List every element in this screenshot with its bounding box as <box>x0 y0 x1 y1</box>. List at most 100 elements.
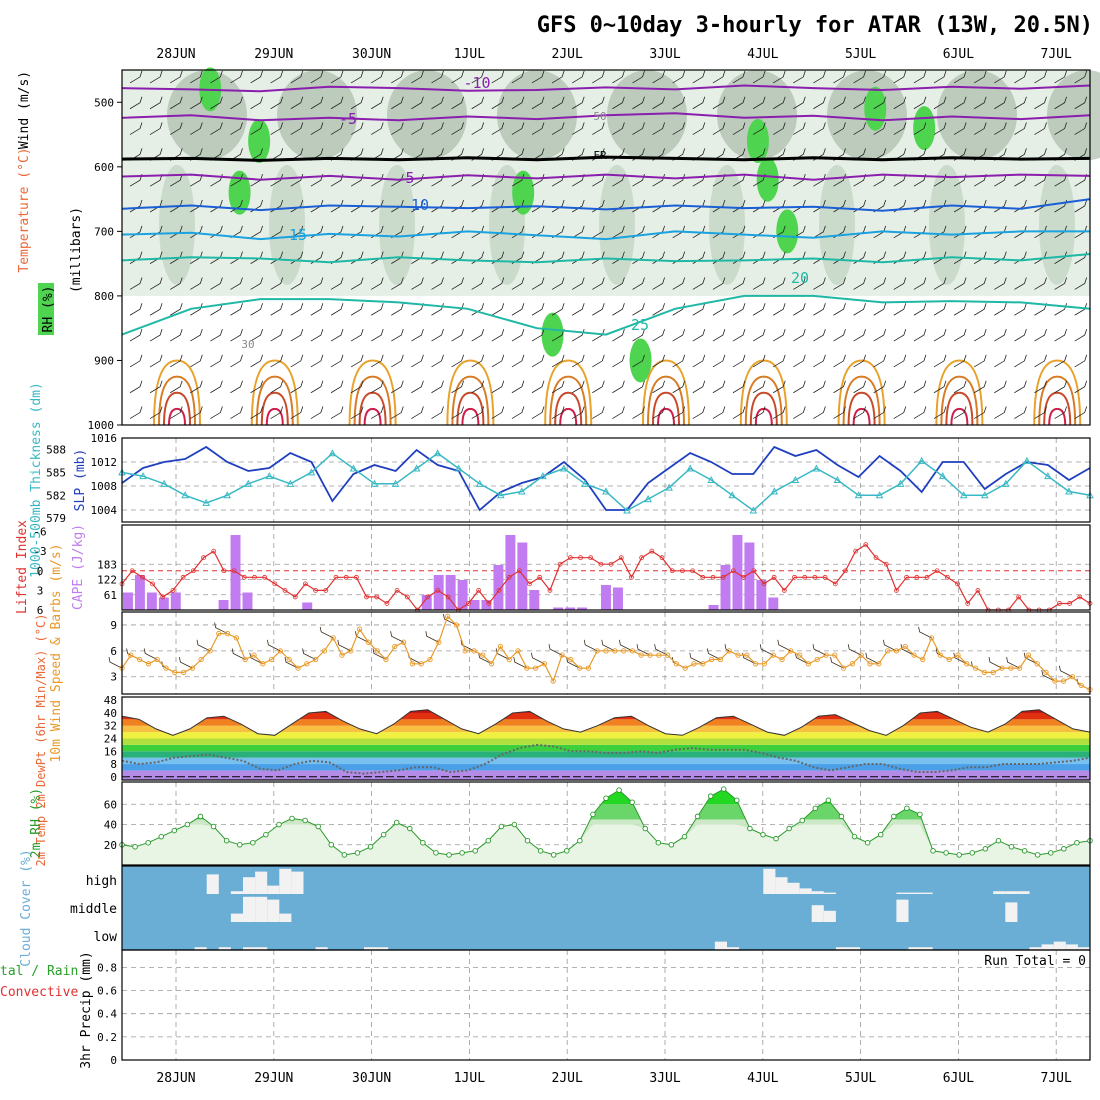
rh-high-blob <box>228 170 251 215</box>
wind-speed-point <box>691 661 697 667</box>
li-point <box>557 561 563 567</box>
cape-bar <box>577 607 588 610</box>
wind-barb <box>913 328 927 342</box>
rh-point <box>956 852 962 858</box>
li-point <box>955 581 960 587</box>
wind-barb <box>672 328 686 342</box>
wind-speed-point <box>550 678 556 684</box>
thickness-point <box>770 487 779 495</box>
thickness-point <box>917 456 926 464</box>
wind-barb <box>551 303 565 316</box>
thickness-point <box>475 479 484 487</box>
rh-point <box>1048 850 1054 856</box>
wind-barb <box>149 96 163 110</box>
li-point <box>364 594 369 600</box>
wind-barb <box>290 328 304 342</box>
cloud-bar-middle <box>230 913 243 922</box>
rh-point <box>616 787 622 793</box>
cape-bar <box>708 605 719 610</box>
wind-barb <box>913 122 927 135</box>
wind-barb <box>833 96 846 110</box>
rh-point <box>904 805 910 812</box>
wind-barb <box>511 303 525 316</box>
wind-barb <box>612 354 625 368</box>
temperature-lobe <box>842 375 881 426</box>
wind-speed-point <box>356 626 363 632</box>
wind-barb <box>302 648 316 660</box>
wind-barb <box>592 225 605 239</box>
date-label-bottom: 29JUN <box>254 1071 293 1086</box>
li-tick-label: 0 <box>37 565 44 578</box>
wind-speed-point <box>928 635 935 641</box>
wind-barb <box>391 96 404 110</box>
contour-label: 20 <box>791 269 809 287</box>
thickness-point <box>160 479 168 487</box>
li-point <box>516 568 522 574</box>
wind-speed-point <box>717 656 724 663</box>
wind-barb <box>250 354 263 368</box>
wind-barb <box>129 380 143 394</box>
cape-bar <box>565 607 576 610</box>
wind-barb <box>865 652 879 665</box>
wind-speed-point <box>295 665 301 671</box>
wind-barb <box>290 70 304 84</box>
y-axis-label-rh2m: 2m RH (%) <box>29 788 44 858</box>
wind-barb <box>973 354 987 368</box>
wind-speed-point <box>180 669 187 676</box>
wind-barb <box>1014 406 1027 419</box>
wind-barb <box>1034 406 1047 419</box>
wind-barb <box>451 354 464 368</box>
wind-barb <box>270 277 284 290</box>
rh-tick-label: 60 <box>104 798 117 811</box>
wind-barb <box>813 96 826 110</box>
y-axis-label-wind10m: 10m Wind Speed & Barbs (m/s) <box>49 543 64 762</box>
rh-point <box>236 842 243 848</box>
slp-tick-label: 1008 <box>91 480 118 493</box>
wind-barb <box>752 199 766 213</box>
wind-barb <box>772 251 786 264</box>
cape-bar <box>170 592 181 610</box>
wind-barb <box>284 657 299 669</box>
wind-barb <box>772 380 786 394</box>
wind-barb <box>129 122 143 135</box>
temperature-lobe <box>847 391 876 426</box>
rh-high-blob <box>248 119 271 163</box>
wind-speed-point <box>884 648 891 654</box>
wind-barb <box>873 380 887 394</box>
wind-barb <box>973 380 987 394</box>
wind-barb <box>230 380 243 394</box>
wind-speed-point <box>1025 652 1032 658</box>
li-point <box>180 574 186 580</box>
wind-barb <box>431 406 444 419</box>
wind-speed-point <box>1060 678 1067 684</box>
li-point <box>262 574 268 580</box>
wind-barb <box>460 639 475 652</box>
wind-speed-point <box>198 656 204 663</box>
y-axis-label-rh: RH (%) <box>41 286 56 333</box>
wind-speed-point <box>559 652 565 658</box>
wind-barb <box>853 70 866 84</box>
wind-barb <box>149 277 163 290</box>
wind-barb <box>350 380 364 394</box>
date-label-bottom: 28JUN <box>156 1071 195 1086</box>
wind-barb <box>431 328 444 342</box>
wind-barb <box>933 225 947 239</box>
wind-barb <box>330 225 344 239</box>
wind-barb <box>370 354 384 368</box>
wind-barb <box>391 406 404 419</box>
wind-barb <box>752 96 766 110</box>
wind-barb <box>732 122 746 135</box>
wind-barb <box>491 225 505 239</box>
wind-barb <box>210 406 223 419</box>
wind-barb <box>793 96 806 110</box>
wind-barb <box>1014 96 1027 110</box>
cape-tick-label: 61 <box>104 589 117 602</box>
wind-barb <box>953 652 967 665</box>
rh-moist-region <box>269 164 305 285</box>
wind-barb <box>431 277 444 290</box>
cloud-bar-high <box>279 868 292 894</box>
wind-barb <box>833 199 846 213</box>
wind-speed-point <box>365 639 372 645</box>
rh-moist-region <box>277 70 357 161</box>
wind-barb <box>1054 96 1067 110</box>
